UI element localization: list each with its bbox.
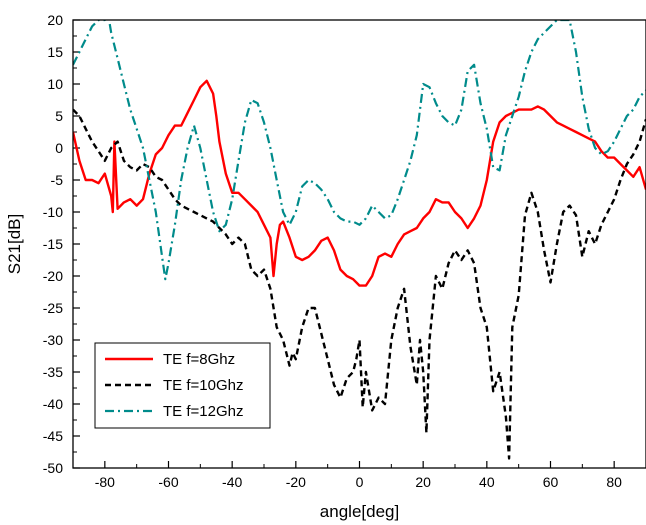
y-tick-label: 5 (55, 108, 63, 124)
x-tick-label: -20 (286, 474, 306, 490)
legend-label-te-8ghz: TE f=8Ghz (163, 351, 235, 368)
y-tick-label: 20 (47, 12, 63, 28)
y-tick-label: -40 (43, 396, 63, 412)
x-tick-label: 0 (356, 474, 364, 490)
x-tick-label: -80 (95, 474, 115, 490)
legend-box (94, 342, 271, 429)
y-tick-label: -25 (43, 300, 63, 316)
legend: TE f=8Ghz TE f=10Ghz TE f=12Ghz (94, 342, 271, 429)
series-lines (73, 20, 646, 460)
y-tick-label: -50 (43, 460, 63, 476)
y-axis-title: S21[dB] (5, 214, 24, 275)
x-tick-label: -40 (222, 474, 242, 490)
y-tick-label: 10 (47, 76, 63, 92)
x-tick-label: 40 (479, 474, 495, 490)
series-line-0 (73, 79, 646, 287)
y-tick-label: -45 (43, 428, 63, 444)
x-tick-label: 20 (415, 474, 431, 490)
y-tick-label: 0 (55, 140, 63, 156)
x-axis-title: angle[deg] (320, 502, 399, 521)
axis-ticks: -80 -60 -40 -20 0 20 40 60 80 20 15 10 5 0 -5 -10 -15 -20… (43, 12, 646, 490)
y-tick-label: -15 (43, 236, 63, 252)
y-tick-label: 15 (47, 44, 63, 60)
y-tick-label: -35 (43, 364, 63, 380)
legend-label-te-12ghz: TE f=12Ghz (163, 403, 243, 420)
series-line-2 (73, 20, 646, 281)
plot-frame (72, 19, 646, 469)
y-tick-label: -5 (51, 172, 64, 188)
x-tick-label: -60 (158, 474, 178, 490)
legend-label-te-10ghz: TE f=10Ghz (163, 377, 243, 394)
y-tick-label: -10 (43, 204, 63, 220)
x-tick-label: 60 (543, 474, 559, 490)
y-tick-label: -20 (43, 268, 63, 284)
y-tick-label: -30 (43, 332, 63, 348)
x-tick-label: 80 (606, 474, 622, 490)
